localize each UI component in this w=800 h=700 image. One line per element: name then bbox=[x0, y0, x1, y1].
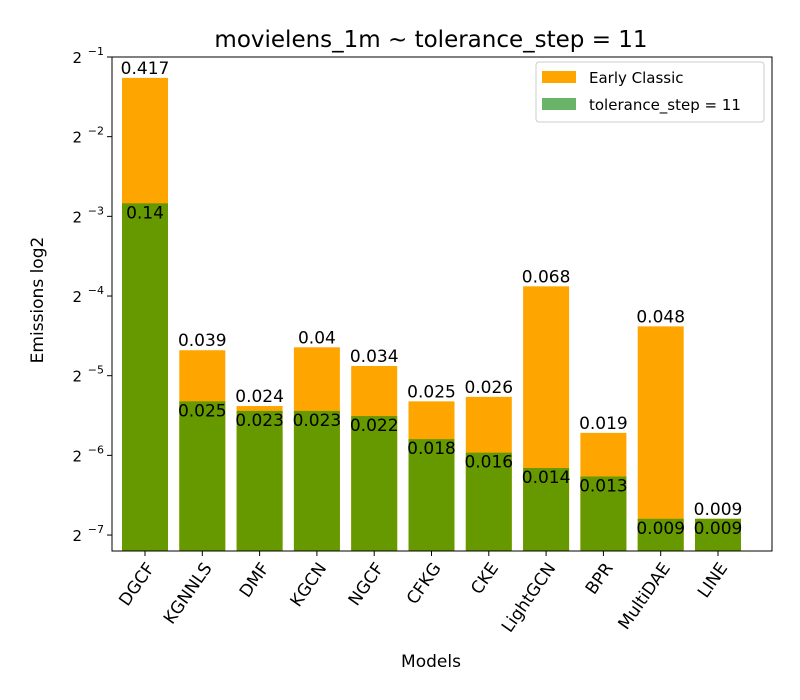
value-label-tolerance-step-kgcn: 0.023 bbox=[293, 411, 342, 431]
value-label-tolerance-step-cke: 0.016 bbox=[464, 453, 513, 473]
x-tick-label-dgcf: DGCF bbox=[115, 559, 159, 610]
bar-tolerance-step-kgcn bbox=[293, 410, 340, 551]
value-label-early-classic-dgcf: 0.417 bbox=[121, 59, 170, 79]
bar-tolerance-step-dmf bbox=[236, 410, 283, 551]
y-tick-exponent-0: −7 bbox=[88, 523, 104, 536]
value-label-early-classic-cfkg: 0.025 bbox=[407, 382, 456, 402]
x-tick-label-kgcn: KGCN bbox=[287, 559, 331, 611]
value-label-early-classic-lightgcn: 0.068 bbox=[522, 267, 571, 287]
x-tick-label-dmf: DMF bbox=[236, 559, 274, 601]
y-tick-label-3: 2 bbox=[72, 288, 82, 306]
x-tick-label-cfkg: CFKG bbox=[403, 559, 446, 608]
y-tick-exponent-6: −1 bbox=[88, 45, 104, 58]
bar-tolerance-step-kgnnls bbox=[179, 401, 226, 551]
x-tick-label-ngcf: NGCF bbox=[345, 559, 389, 609]
legend: Early Classic tolerance_step = 11 bbox=[535, 61, 765, 123]
value-label-early-classic-line: 0.009 bbox=[694, 500, 743, 520]
legend-label-tolerance-step: tolerance_step = 11 bbox=[589, 96, 741, 115]
x-tick-label-kgnnls: KGNNLS bbox=[160, 559, 217, 628]
y-axis-ticks: 2 −7 2 −6 2 −5 2 −4 2 −3 2 −2 2 −1 bbox=[72, 45, 112, 545]
bar-tolerance-step-cfkg bbox=[408, 439, 455, 551]
bar-tolerance-step-cke bbox=[465, 452, 512, 551]
value-labels: 0.417 0.14 0.039 0.025 0.024 0.023 0.04 0.023 0.… bbox=[121, 59, 743, 539]
x-axis-title: Models bbox=[401, 652, 461, 672]
value-label-early-classic-kgcn: 0.04 bbox=[298, 328, 336, 348]
legend-label-early-classic: Early Classic bbox=[589, 69, 684, 87]
y-tick-label-6: 2 bbox=[72, 49, 82, 67]
value-label-tolerance-step-bpr: 0.013 bbox=[579, 477, 628, 497]
value-label-tolerance-step-kgnnls: 0.025 bbox=[178, 401, 227, 421]
x-tick-label-bpr: BPR bbox=[582, 559, 618, 598]
chart-title: movielens_1m ~ tolerance_step = 11 bbox=[214, 27, 647, 53]
value-label-early-classic-multidae: 0.048 bbox=[636, 307, 685, 327]
legend-box bbox=[535, 61, 765, 123]
y-tick-label-0: 2 bbox=[72, 527, 82, 545]
legend-swatch-early-classic bbox=[542, 71, 576, 83]
bar-tolerance-step-ngcf bbox=[351, 416, 398, 551]
bar-tolerance-step-line bbox=[695, 518, 741, 551]
value-label-early-classic-bpr: 0.019 bbox=[579, 414, 628, 434]
value-label-tolerance-step-line: 0.009 bbox=[694, 519, 743, 539]
y-tick-label-5: 2 bbox=[72, 129, 82, 147]
value-label-tolerance-step-dgcf: 0.14 bbox=[126, 203, 164, 223]
x-tick-label-lightgcn: LightGCN bbox=[498, 559, 560, 636]
x-tick-label-line: LINE bbox=[694, 559, 732, 602]
y-tick-label-1: 2 bbox=[72, 447, 82, 465]
y-tick-exponent-2: −5 bbox=[88, 364, 104, 377]
y-tick-exponent-4: −3 bbox=[88, 204, 104, 217]
bar-tolerance-step-multidae bbox=[637, 518, 684, 551]
bar-tolerance-step-dgcf bbox=[122, 203, 168, 552]
value-label-early-classic-ngcf: 0.034 bbox=[350, 347, 399, 367]
y-tick-label-4: 2 bbox=[72, 208, 82, 226]
plot-frame bbox=[111, 56, 773, 552]
legend-swatch-tolerance-step bbox=[542, 98, 576, 110]
y-tick-exponent-1: −6 bbox=[88, 443, 104, 456]
bar-tolerance-step-bpr bbox=[580, 476, 627, 551]
value-label-tolerance-step-multidae: 0.009 bbox=[636, 519, 685, 539]
value-label-early-classic-cke: 0.026 bbox=[464, 378, 513, 398]
value-label-tolerance-step-cfkg: 0.018 bbox=[407, 439, 456, 459]
bars-tolerance-step bbox=[122, 203, 741, 552]
value-label-tolerance-step-lightgcn: 0.014 bbox=[522, 468, 571, 488]
x-tick-label-cke: CKE bbox=[467, 559, 503, 598]
x-tick-label-multidae: MultiDAE bbox=[615, 559, 675, 633]
y-tick-label-2: 2 bbox=[72, 368, 82, 386]
y-tick-exponent-5: −2 bbox=[88, 125, 104, 138]
value-label-early-classic-kgnnls: 0.039 bbox=[178, 331, 227, 351]
value-label-tolerance-step-dmf: 0.023 bbox=[235, 411, 284, 431]
value-label-early-classic-dmf: 0.024 bbox=[235, 387, 284, 407]
value-label-tolerance-step-ngcf: 0.022 bbox=[350, 416, 399, 436]
y-tick-exponent-3: −4 bbox=[88, 284, 104, 297]
bar-early-classic-multidae bbox=[637, 326, 684, 551]
y-axis-title: Emissions log2 bbox=[28, 237, 48, 364]
bar-tolerance-step-lightgcn bbox=[523, 467, 570, 551]
